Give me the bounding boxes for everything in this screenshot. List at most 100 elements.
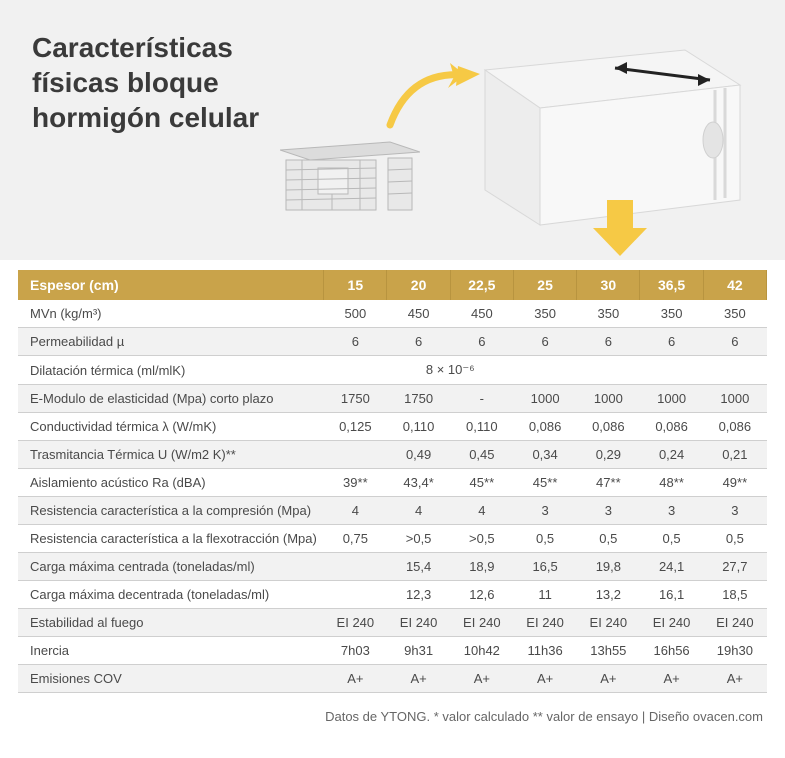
- col-header: 20: [387, 270, 450, 300]
- down-arrow-icon: [585, 200, 655, 260]
- col-header: 36,5: [640, 270, 703, 300]
- table-row: Aislamiento acústico Ra (dBA)39**43,4*45…: [18, 469, 767, 497]
- row-label: Dilatación térmica (ml/mlK): [18, 356, 324, 385]
- title-line-3: hormigón celular: [32, 102, 259, 133]
- row-cell: 4: [324, 497, 387, 525]
- row-cell: 45**: [513, 469, 576, 497]
- row-cell: 350: [577, 300, 640, 328]
- col-header: 15: [324, 270, 387, 300]
- row-cell: >0,5: [387, 525, 450, 553]
- row-cell: [577, 356, 640, 385]
- row-cell: A+: [324, 665, 387, 693]
- row-cell: 10h42: [450, 637, 513, 665]
- row-cell: 6: [703, 328, 766, 356]
- row-cell: EI 240: [450, 609, 513, 637]
- row-cell: 0,24: [640, 441, 703, 469]
- row-cell: 0,49: [387, 441, 450, 469]
- col-header: 30: [577, 270, 640, 300]
- table-row: Carga máxima decentrada (toneladas/ml)12…: [18, 581, 767, 609]
- row-cell: 18,5: [703, 581, 766, 609]
- row-cell: 1000: [640, 385, 703, 413]
- row-cell: 0,110: [450, 413, 513, 441]
- row-label: Emisiones COV: [18, 665, 324, 693]
- table-row: Inercia7h039h3110h4211h3613h5516h5619h30: [18, 637, 767, 665]
- table-row: Emisiones COVA+A+A+A+A+A+A+: [18, 665, 767, 693]
- row-cell: [703, 356, 766, 385]
- col-header: 42: [703, 270, 766, 300]
- row-cell: 0,086: [577, 413, 640, 441]
- footnote: Datos de YTONG. * valor calculado ** val…: [0, 701, 785, 738]
- row-label: Carga máxima decentrada (toneladas/ml): [18, 581, 324, 609]
- row-cell: 1000: [513, 385, 576, 413]
- row-cell: >0,5: [450, 525, 513, 553]
- row-cell: 13,2: [577, 581, 640, 609]
- row-span-value: 8 × 10⁻⁶: [324, 356, 577, 385]
- title-line-1: Características: [32, 32, 233, 63]
- row-cell: 19,8: [577, 553, 640, 581]
- row-cell: EI 240: [703, 609, 766, 637]
- row-cell: 9h31: [387, 637, 450, 665]
- table-row: Dilatación térmica (ml/mlK)8 × 10⁻⁶: [18, 356, 767, 385]
- row-cell: 350: [640, 300, 703, 328]
- col-header: 22,5: [450, 270, 513, 300]
- row-cell: 6: [450, 328, 513, 356]
- row-label: Resistencia característica a la flexotra…: [18, 525, 324, 553]
- row-cell: [324, 441, 387, 469]
- row-cell: 43,4*: [387, 469, 450, 497]
- row-label: Trasmitancia Térmica U (W/m2 K)**: [18, 441, 324, 469]
- row-cell: EI 240: [577, 609, 640, 637]
- row-label: Inercia: [18, 637, 324, 665]
- row-cell: 13h55: [577, 637, 640, 665]
- table-row: Conductividad térmica λ (W/mK)0,125 0,110…: [18, 413, 767, 441]
- row-cell: 3: [513, 497, 576, 525]
- row-cell: 350: [513, 300, 576, 328]
- row-cell: [324, 553, 387, 581]
- row-cell: 11h36: [513, 637, 576, 665]
- row-cell: 16h56: [640, 637, 703, 665]
- table-row: E-Modulo de elasticidad (Mpa) corto plaz…: [18, 385, 767, 413]
- row-cell: A+: [450, 665, 513, 693]
- row-cell: 0,086: [640, 413, 703, 441]
- row-cell: 0,5: [640, 525, 703, 553]
- row-cell: 6: [513, 328, 576, 356]
- row-cell: 1000: [703, 385, 766, 413]
- row-cell: 1000: [577, 385, 640, 413]
- hero-banner: Características físicas bloque hormigón …: [0, 0, 785, 260]
- table-row: MVn (kg/m³)500450450350350350350: [18, 300, 767, 328]
- row-cell: 15,4: [387, 553, 450, 581]
- row-cell: [640, 356, 703, 385]
- row-label: Estabilidad al fuego: [18, 609, 324, 637]
- row-cell: 6: [324, 328, 387, 356]
- table-row: Permeabilidad µ6666666: [18, 328, 767, 356]
- row-cell: [324, 581, 387, 609]
- row-cell: 0,086: [703, 413, 766, 441]
- table-body: MVn (kg/m³)500450450350350350350Permeabi…: [18, 300, 767, 693]
- row-cell: 0,45: [450, 441, 513, 469]
- row-cell: 3: [703, 497, 766, 525]
- row-cell: 4: [387, 497, 450, 525]
- row-cell: -: [450, 385, 513, 413]
- specs-table: Espesor (cm) 15 20 22,5 25 30 36,5 42 MV…: [18, 270, 767, 693]
- row-cell: 6: [640, 328, 703, 356]
- table-row: Trasmitancia Térmica U (W/m2 K)** 0,490,4…: [18, 441, 767, 469]
- row-cell: 24,1: [640, 553, 703, 581]
- row-cell: A+: [387, 665, 450, 693]
- row-cell: 0,5: [577, 525, 640, 553]
- row-cell: 1750: [387, 385, 450, 413]
- row-cell: 0,125: [324, 413, 387, 441]
- header-label: Espesor (cm): [18, 270, 324, 300]
- row-cell: 0,75: [324, 525, 387, 553]
- hero-title: Características físicas bloque hormigón …: [32, 30, 332, 135]
- row-cell: A+: [640, 665, 703, 693]
- row-cell: 39**: [324, 469, 387, 497]
- row-cell: 0,5: [703, 525, 766, 553]
- row-cell: 11: [513, 581, 576, 609]
- row-label: Conductividad térmica λ (W/mK): [18, 413, 324, 441]
- row-cell: 19h30: [703, 637, 766, 665]
- row-cell: 3: [640, 497, 703, 525]
- table-row: Carga máxima centrada (toneladas/ml) 15,4…: [18, 553, 767, 581]
- row-label: Carga máxima centrada (toneladas/ml): [18, 553, 324, 581]
- col-header: 25: [513, 270, 576, 300]
- row-label: E-Modulo de elasticidad (Mpa) corto plaz…: [18, 385, 324, 413]
- table-row: Estabilidad al fuegoEI 240EI 240EI 240EI…: [18, 609, 767, 637]
